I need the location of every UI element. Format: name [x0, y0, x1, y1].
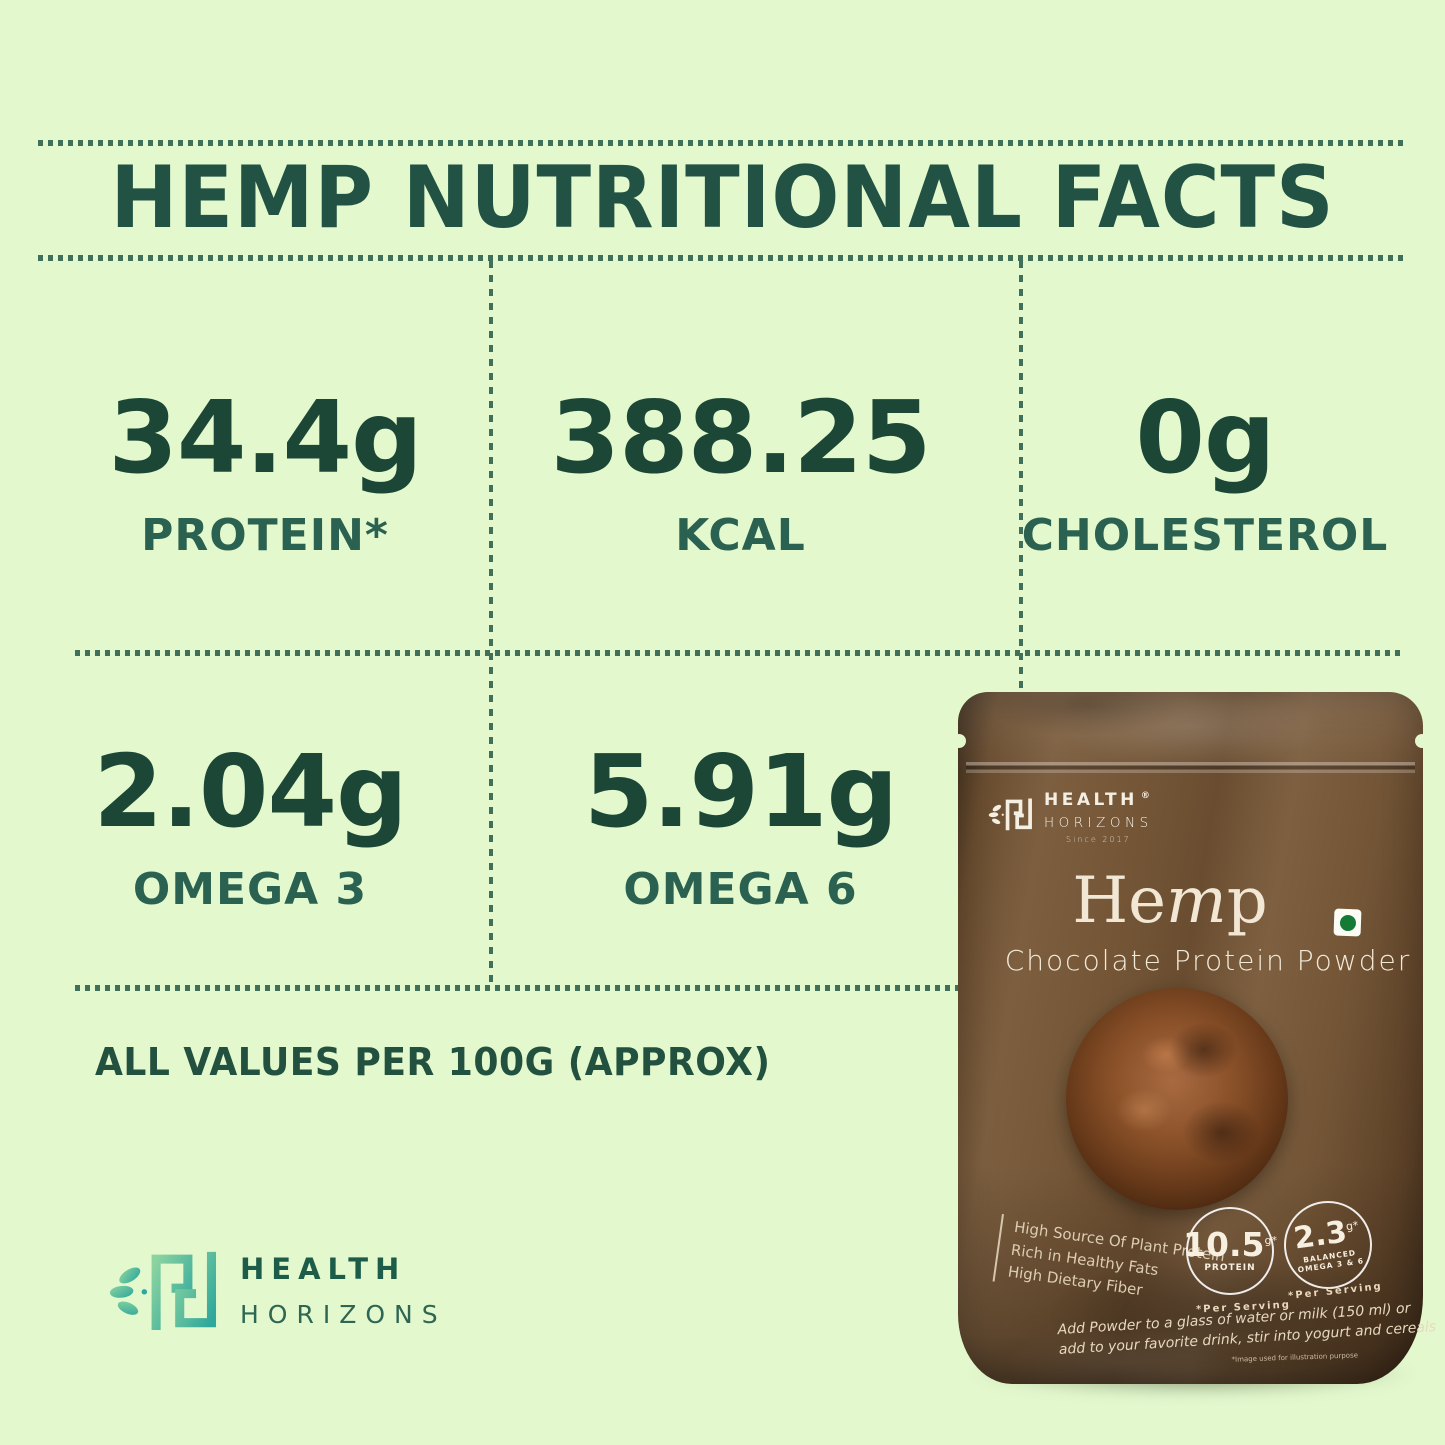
pouch-tear-notch-left [952, 734, 966, 748]
stat-label: OMEGA 6 [623, 864, 858, 915]
chocolate-powder-photo [1066, 988, 1288, 1210]
leaf-sprig-icon [988, 804, 1004, 825]
stat-value: 2.04g [93, 733, 407, 850]
package-brand-health: HEALTH [1044, 790, 1138, 810]
product-subtitle: Chocolate Protein Powder [1004, 944, 1412, 977]
stat-value: 5.91g [583, 733, 898, 850]
stat-value: 388.25 [550, 379, 932, 496]
footer-brand-logo: HEALTH HORIZONS [108, 1238, 447, 1342]
package-brand-horizons: HORIZONS [1044, 815, 1153, 831]
health-horizons-h-monogram-icon [109, 1251, 217, 1330]
footer-brand-text: HEALTH HORIZONS [240, 1252, 447, 1329]
leaf-sprig-icon [109, 1267, 148, 1315]
stat-value: 0g [1135, 379, 1275, 496]
product-package-image: HEALTH ® HORIZONS Since 2017 Hemp Chocola… [952, 692, 1437, 1384]
page-title: HEMP NUTRITIONAL FACTS [110, 148, 1335, 248]
dotted-rule-top [38, 140, 1406, 146]
stat-label: KCAL [675, 510, 806, 561]
pouch-tear-notch-right [1415, 734, 1429, 748]
dotted-divider-horizontal-bottom [75, 985, 1400, 991]
health-horizons-h-monogram-icon [988, 798, 1032, 831]
stat-cholesterol: 0g CHOLESTEROL [1012, 379, 1398, 562]
dotted-divider-vertical-left [489, 261, 493, 985]
dotted-divider-vertical-right [1019, 261, 1023, 985]
stat-label: CHOLESTEROL [1021, 510, 1389, 561]
product-name: Hemp [1072, 864, 1268, 938]
package-badges: 10.5g* PROTEIN 2.3g* BALANCED OMEGA 3 & 6 [1183, 1195, 1378, 1295]
footer-brand-health: HEALTH [240, 1251, 407, 1286]
package-brand-text: HEALTH ® HORIZONS Since 2017 [1044, 790, 1153, 844]
values-footnote: ALL VALUES PER 100G (APPROX) [95, 1040, 771, 1084]
veg-dot [1339, 914, 1356, 931]
pouch-zip-seal [966, 760, 1415, 776]
stat-protein: 34.4g PROTEIN* [40, 379, 490, 562]
omega-badge: 2.3g* BALANCED OMEGA 3 & 6 [1278, 1195, 1378, 1295]
stat-label: PROTEIN* [141, 510, 389, 561]
dotted-rule-under-title [38, 255, 1406, 261]
dotted-divider-horizontal-mid [75, 650, 1400, 656]
package-brand-logo: HEALTH ® HORIZONS Since 2017 [988, 790, 1153, 844]
stat-omega6: 5.91g OMEGA 6 [478, 733, 1003, 916]
stat-value: 34.4g [108, 379, 422, 496]
veg-mark-icon [1333, 908, 1362, 937]
stat-kcal: 388.25 KCAL [478, 379, 1003, 562]
stat-omega3: 2.04g OMEGA 3 [25, 733, 475, 916]
protein-badge: 10.5g* PROTEIN [1183, 1207, 1277, 1295]
stat-label: OMEGA 3 [132, 864, 368, 915]
footer-brand-horizons: HORIZONS [240, 1299, 447, 1329]
badge-label: PROTEIN [1204, 1263, 1256, 1274]
registered-mark: ® [1140, 791, 1150, 802]
package-brand-since: Since 2017 [1066, 835, 1131, 844]
